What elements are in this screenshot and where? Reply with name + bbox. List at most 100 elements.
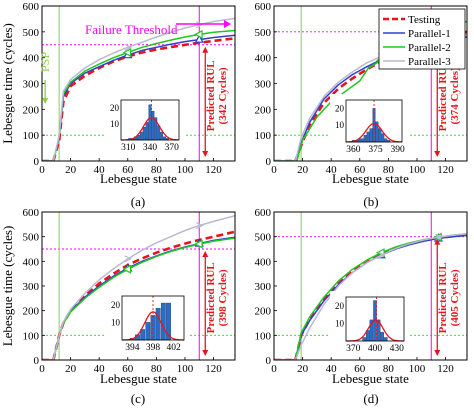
inset-x-tick-label: 375 [368,145,383,155]
inset-bar [145,122,149,141]
series-marker-parallel-3 [195,222,204,230]
x-tick-label: 60 [354,164,366,176]
inset-y-tick-label: 10 [111,317,121,327]
y-tick-label: 300 [255,281,272,293]
y-tick-label: 600 [23,207,40,219]
rul-label-line1: Predicted RUL [437,60,449,131]
rul-arrow-head-up [434,238,441,245]
inset-bar [378,128,382,143]
series-line-parallel-3 [42,214,235,360]
rul-arrow-head-down [202,350,209,356]
psp-arrow-head [42,98,49,104]
series-marker-parallel-3 [124,255,133,263]
inset-bar [160,131,164,141]
inset-bar [369,128,373,143]
y-axis-label: Lebesgue time (cycles) [0,226,15,347]
y-tick-label: 200 [23,104,40,116]
x-tick-label: 0 [271,363,277,375]
x-tick-label: 20 [297,164,309,176]
y-tick-label: 100 [255,130,272,142]
y-tick-label: 600 [255,207,272,219]
x-tick-label: 20 [297,363,309,375]
rul-arrow-head-down [434,350,441,356]
y-tick-label: 0 [34,156,40,168]
inset-y-tick-label: 10 [110,119,120,129]
x-tick-label: 80 [383,164,395,176]
x-tick-label: 40 [326,363,338,375]
inset-frame [345,296,405,342]
inset-x-tick-label: 310 [121,143,136,153]
x-tick-label: 60 [122,164,134,176]
x-tick-label: 0 [271,164,277,176]
legend-label-parallel-3: Parallel-3 [408,56,451,68]
y-tick-label: 300 [255,79,272,91]
x-tick-label: 100 [177,363,194,375]
inset-bar [151,110,155,141]
y-tick-label: 100 [23,330,40,342]
x-tick-label: 120 [437,164,454,176]
x-tick-label: 120 [205,363,222,375]
series-line-parallel-3 [274,232,467,360]
rul-label-line2: (405 Cycles) [449,269,461,326]
inset-frame [345,99,403,143]
inset-frame [120,99,180,141]
panel-b: 0 100 200 300 400 500 600 0 20 40 60 80 100 120 Lebesg… [255,1,468,209]
panel-c: 0 100 200 300 400 500 600 0 20 40 60 80 100 120 Lebesg… [0,207,236,406]
rul-label-line1: Predicted RUL [205,262,217,333]
inset-x-tick-label: 360 [346,145,361,155]
y-tick-label: 600 [23,1,40,13]
psp-label: PSP [38,52,52,72]
inset-x-tick-label: 370 [165,143,180,153]
y-tick-label: 100 [255,330,272,342]
y-tick-label: 300 [23,79,40,91]
plot-area [42,6,235,161]
inset-bar [155,308,161,341]
panel-caption: (b) [363,194,378,209]
series-marker-parallel-2 [193,29,203,40]
series-marker-parallel-2 [122,264,132,274]
series-marker-parallel-1 [194,34,204,43]
inset-bar [160,302,166,341]
inset-bar [163,136,166,141]
y-tick-label: 100 [23,130,40,142]
inset-fit-curve [346,319,404,342]
inset-histogram: 10 20 394 398 402 [106,290,190,353]
series-marker-parallel-2 [122,47,132,58]
inset-background [106,290,190,352]
inset-y-tick-label: 20 [110,103,120,113]
series-marker-parallel-3 [124,43,133,51]
series-marker-parallel-2 [193,239,203,249]
inset-x-tick-label: 394 [125,343,140,353]
x-tick-label: 40 [326,164,338,176]
inset-background [330,94,408,154]
panel-caption: (d) [363,391,378,406]
x-tick-label: 40 [94,164,106,176]
inset-y-tick-label: 20 [335,103,345,113]
x-tick-label: 60 [122,363,134,375]
rul-label-line2: (398 Cycles) [217,269,229,326]
inset-histogram: 10 20 370 400 430 [330,291,410,354]
rul-arrow-head-up [202,46,209,53]
series-line-testing [42,37,235,161]
y-tick-label: 200 [255,104,272,116]
y-tick-label: 500 [23,232,40,244]
legend-label-parallel-2: Parallel-2 [408,42,451,54]
inset-bar [366,131,370,143]
inset-fit-curve [345,122,403,143]
y-tick-label: 500 [255,232,272,244]
inset-x-tick-label: 398 [146,343,161,353]
inset-bar [384,138,388,143]
y-tick-label: 0 [266,156,272,168]
x-tick-label: 80 [151,363,163,375]
x-tick-label: 120 [205,164,222,176]
panel-a: 0 100 200 300 400 500 600 0 20 40 60 80 100 120 Lebesg… [0,1,236,209]
series-line-testing [274,233,467,360]
inset-x-tick-label: 340 [143,143,158,153]
x-tick-label: 100 [177,164,194,176]
y-tick-label: 400 [23,53,40,65]
plot-area [42,212,235,360]
inset-x-tick-label: 400 [368,344,383,354]
inset-bar [148,104,152,141]
rul-arrow-head-down [202,151,209,157]
